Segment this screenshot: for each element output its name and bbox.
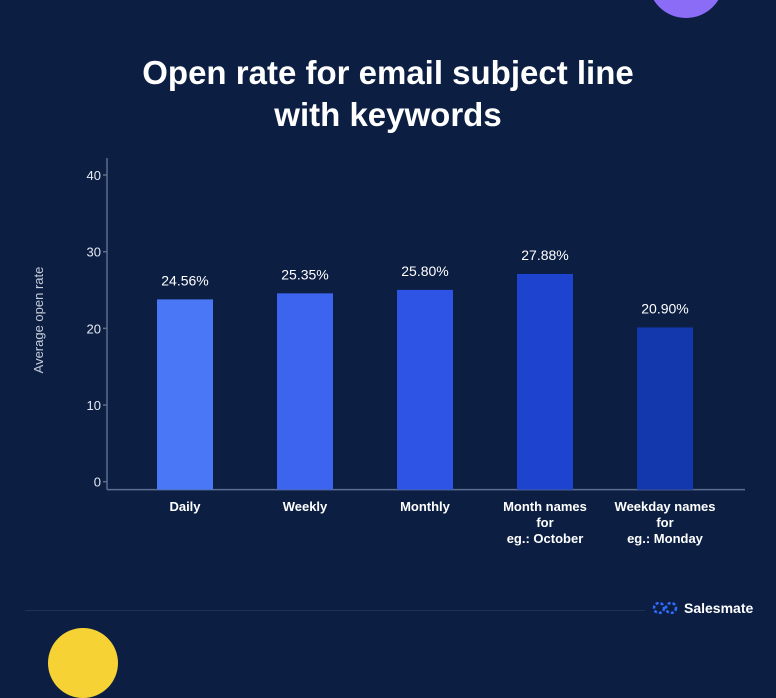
bar [517,273,573,490]
y-tick-label: 10 [87,398,101,413]
brand-name: Salesmate [684,600,754,616]
data-label: 27.88% [521,247,568,263]
bar [157,299,213,490]
bar [397,289,453,490]
chart-title: Open rate for email subject line with ke… [0,52,776,136]
chart-title-line-2: with keywords [274,96,502,133]
x-tick-label: Weekday names [615,499,716,514]
data-label: 24.56% [161,272,208,288]
y-tick-label: 30 [87,245,101,260]
data-label: 25.80% [401,263,448,279]
chart-title-line-1: Open rate for email subject line [142,54,634,91]
y-axis-label: Average open rate [31,267,46,374]
x-tick-label: eg.: October [507,531,584,546]
decorative-circle-yellow [48,628,118,698]
x-tick-label: Monthly [400,499,451,514]
x-tick-label: eg.: Monday [627,531,704,546]
data-label: 20.90% [641,300,688,316]
salesmate-logo-icon [652,602,678,614]
x-tick-label: Daily [169,499,201,514]
bar [277,293,333,490]
bar-chart: 0 10 20 30 40 Average open rate 24.56% Daily 25.… [31,158,745,546]
data-label: 25.35% [281,266,328,282]
y-tick-label: 0 [94,475,101,490]
x-tick-label: Month names [503,499,587,514]
x-tick-label: for [656,515,673,530]
x-tick-label: for [536,515,553,530]
y-tick-label: 20 [87,321,101,336]
bar [637,327,693,490]
x-tick-label: Weekly [283,499,328,514]
footer-divider [25,610,645,611]
brand-logo: Salesmate [652,600,753,616]
y-tick-label: 40 [87,168,101,183]
